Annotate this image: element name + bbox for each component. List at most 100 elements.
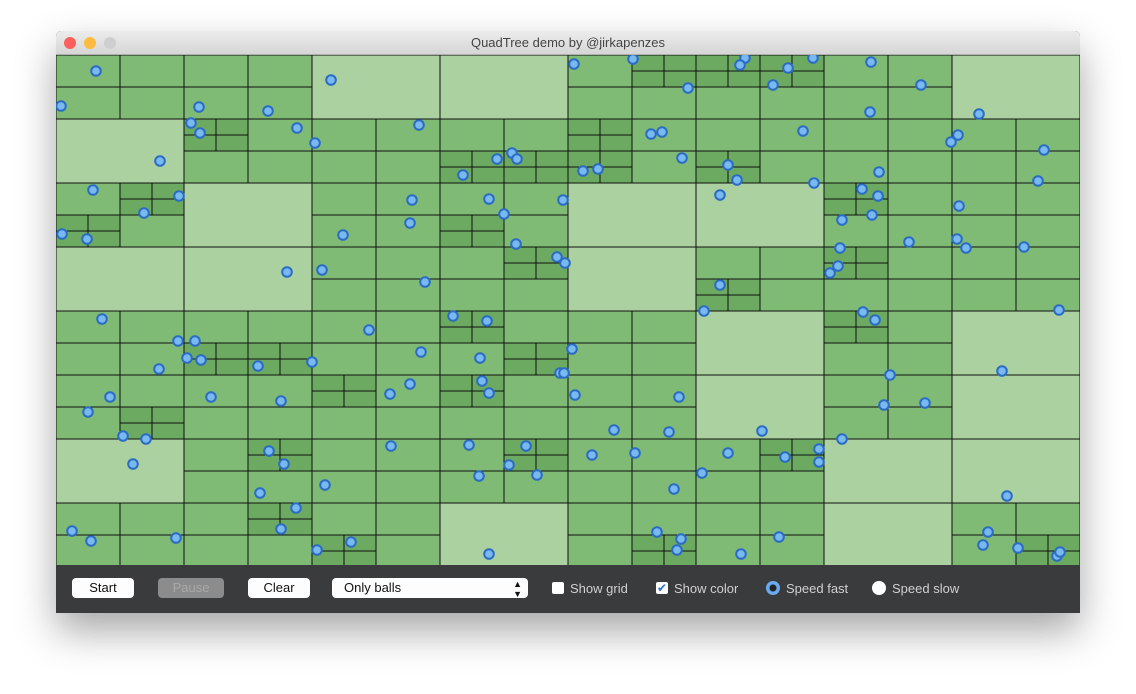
quad-cell [183,534,249,566]
quad-cell [119,342,185,376]
quad-cell [823,214,889,248]
quad-cell [215,342,249,360]
ball [682,82,694,94]
quad-cell [183,406,249,440]
ball [154,155,166,167]
quad-cell [343,550,377,566]
quad-cell [375,502,441,536]
quad-cell [503,374,569,408]
ball [807,55,819,64]
mode-select[interactable]: Only balls ▲ ▼ [332,578,528,599]
ball [345,536,357,548]
quad-cell [631,438,697,472]
ball [856,183,868,195]
ball [170,532,182,544]
quad-cell [119,374,185,408]
zoom-button[interactable] [104,37,116,49]
ball [275,523,287,535]
quad-cell [503,262,537,280]
minimize-button[interactable] [84,37,96,49]
quad-cell [247,55,313,88]
ball [960,242,972,254]
quad-cell [599,150,633,168]
quad-cell [535,150,569,168]
quad-cell [759,534,825,566]
ball [56,100,67,112]
speed-slow-radio[interactable] [872,581,886,595]
quadtree-canvas[interactable] [56,55,1080,566]
ball [511,153,523,165]
speed-slow-label: Speed slow [892,581,960,596]
quad-cell [56,246,185,312]
clear-button[interactable]: Clear [248,578,310,598]
close-button[interactable] [64,37,76,49]
ball [189,335,201,347]
ball [1018,241,1030,253]
ball [325,74,337,86]
quad-cell [567,86,633,120]
ball [205,391,217,403]
quad-cell [599,118,633,136]
ball [316,264,328,276]
quad-cell [439,230,473,248]
ball [291,122,303,134]
ball [309,137,321,149]
ball [656,126,668,138]
ball [66,525,78,537]
ball [878,399,890,411]
quad-cell [951,246,1017,280]
quad-cell [631,70,665,88]
quad-cell [439,390,473,408]
toolbar: Start Pause Clear Only balls ▲ ▼ Show grid… [56,565,1080,613]
quad-cell [695,166,729,184]
quad-cell [695,534,761,566]
ball [982,526,994,538]
ball [651,526,663,538]
quad-cell [503,342,537,360]
speed-fast-radio[interactable] [766,581,780,595]
ball [510,238,522,250]
quad-cell [375,118,441,152]
speed-fast-label: Speed fast [786,581,849,596]
ball [951,233,963,245]
ball [627,55,639,65]
quad-cell [119,86,185,120]
ball [832,260,844,272]
window: QuadTree demo by @jirkapenzes Start Paus… [56,31,1080,613]
start-button[interactable]: Start [72,578,134,598]
ball [586,449,598,461]
quad-cell [311,502,377,536]
quad-cell [951,55,1080,120]
quad-cell [247,118,313,152]
show-color-checkbox[interactable]: ✔ [656,581,668,595]
ball [520,440,532,452]
ball [568,58,580,70]
ball [153,363,165,375]
ball [104,391,116,403]
ball [481,315,493,327]
ball [671,544,683,556]
quad-cell [1015,278,1080,312]
quad-cell [759,118,825,152]
quad-cell [599,134,633,152]
quad-cell [823,55,889,88]
ball [385,440,397,452]
ball [463,439,475,451]
quad-cell [567,55,633,88]
quad-cell [151,422,185,440]
ball [663,426,675,438]
ball [577,165,589,177]
ball [406,194,418,206]
quad-cell [855,326,889,344]
show-grid-checkbox[interactable] [552,582,564,594]
ball [194,127,206,139]
quad-cell [56,118,185,184]
quad-cell [567,438,633,472]
ball [415,346,427,358]
quad-cell [151,406,185,424]
quad-cell [535,166,569,184]
quad-cell [567,246,697,312]
quad-cell [311,390,345,408]
ball [140,433,152,445]
ball [138,207,150,219]
